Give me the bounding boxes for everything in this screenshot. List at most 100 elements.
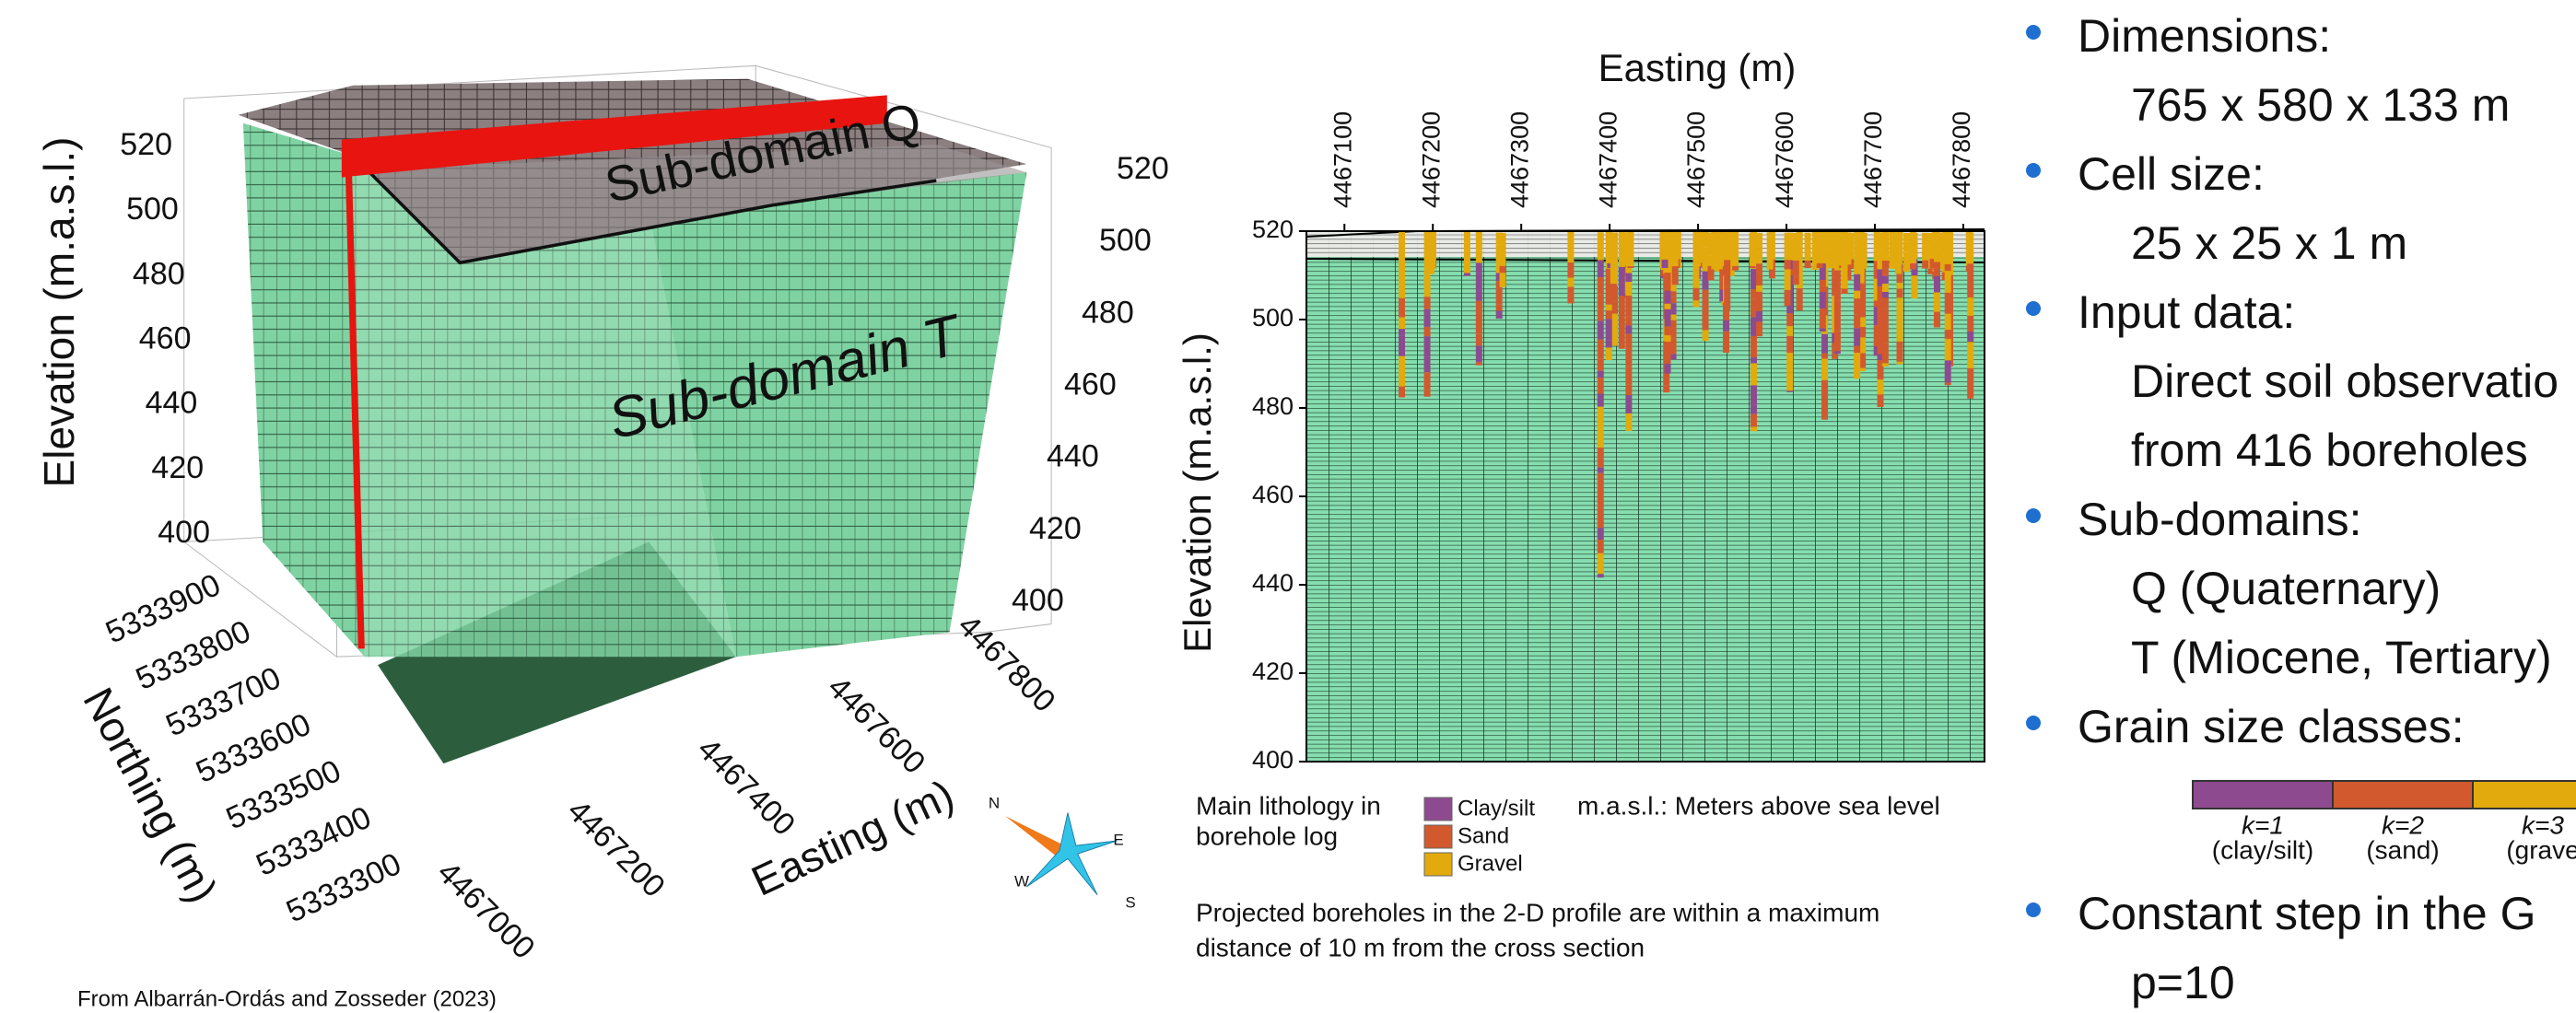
borehole-texture [1785, 244, 1791, 251]
borehole-texture [1854, 231, 1860, 244]
note: Projected boreholes in the 2-D profile a… [1196, 898, 1879, 926]
borehole-texture [1723, 352, 1729, 353]
borehole-texture [1598, 393, 1604, 406]
borehole-texture [1756, 263, 1762, 273]
borehole-texture [1751, 269, 1757, 289]
bullet-dot [2026, 902, 2041, 917]
borehole-texture [1832, 355, 1838, 359]
borehole-texture [1934, 232, 1940, 243]
borehole-texture [1828, 264, 1834, 268]
borehole-texture [1476, 334, 1482, 346]
borehole-texture [1751, 336, 1757, 357]
y-axis-title: Elevation (m.a.s.l.) [1176, 332, 1219, 653]
borehole-texture [1854, 366, 1860, 378]
x-axis-title: Easting (m) [1598, 46, 1797, 89]
borehole-texture [1500, 233, 1506, 255]
borehole-texture [1627, 242, 1633, 248]
tick-label: 520 [120, 127, 172, 162]
borehole-texture [1703, 265, 1709, 271]
borehole-texture [1854, 346, 1860, 354]
borehole-texture [1945, 251, 1951, 264]
borehole-texture [1820, 285, 1826, 292]
borehole-texture [1854, 298, 1860, 314]
borehole-texture [1805, 233, 1811, 243]
borehole-texture [1967, 332, 1973, 342]
borehole-texture [1821, 334, 1828, 354]
borehole-texture [1820, 280, 1826, 285]
borehole-texture [1732, 232, 1739, 249]
borehole-texture [1665, 309, 1671, 327]
borehole-texture [1703, 248, 1709, 266]
borehole-texture [1598, 458, 1604, 467]
borehole-texture [1751, 364, 1757, 379]
borehole-texture [1841, 232, 1847, 239]
borehole-texture [1476, 345, 1482, 362]
borehole-texture [1756, 321, 1762, 332]
y-tick-label: 520 [1252, 215, 1294, 243]
borehole-texture [1903, 251, 1910, 272]
borehole-texture [1662, 232, 1669, 249]
borehole-texture [1767, 232, 1774, 239]
borehole-texture [1882, 246, 1889, 261]
borehole-texture [1896, 297, 1903, 304]
borehole-texture [1625, 420, 1632, 431]
borehole-texture [1854, 314, 1860, 328]
borehole-texture [1786, 313, 1793, 326]
borehole-texture [1428, 232, 1434, 253]
legend-title: borehole log [1196, 821, 1338, 850]
borehole-texture [1399, 387, 1405, 398]
borehole-texture [1606, 310, 1612, 319]
borehole-texture [1882, 261, 1889, 276]
borehole-texture [1882, 276, 1889, 284]
borehole-texture [1895, 250, 1902, 268]
borehole-texture [1903, 233, 1910, 242]
x-tick-label: 4467100 [1329, 111, 1356, 208]
borehole-texture [1399, 232, 1405, 241]
borehole-texture [1805, 253, 1811, 261]
borehole-texture [1399, 273, 1405, 284]
borehole-texture [1665, 304, 1671, 309]
borehole-texture [1910, 250, 1916, 263]
borehole-texture [1625, 273, 1632, 282]
borehole-texture [1665, 327, 1671, 336]
borehole-texture [1841, 272, 1847, 288]
borehole-texture [1672, 278, 1679, 285]
borehole-texture [1567, 253, 1574, 262]
borehole-texture [1911, 275, 1917, 288]
borehole-texture [1625, 325, 1632, 333]
borehole-texture [1567, 238, 1574, 253]
cross-section: Easting (m) Elevation (m.a.s.l.) m.a.s.l… [1176, 46, 1985, 961]
borehole-texture [1665, 291, 1671, 304]
borehole-texture [1598, 491, 1604, 507]
slide: Elevation (m.a.s.l.) Northing (m) Eastin… [0, 0, 2576, 1013]
bullet-dot [2026, 25, 2041, 40]
borehole-texture [1751, 385, 1757, 404]
borehole-texture [1567, 278, 1574, 287]
tick-label: 500 [1099, 223, 1152, 258]
note: distance of 10 m from the cross section [1196, 933, 1645, 961]
bullet-dot [2026, 716, 2041, 730]
borehole-texture [1756, 332, 1762, 336]
borehole-texture [1882, 292, 1889, 297]
borehole-texture [1703, 330, 1709, 341]
class-swatch [2193, 781, 2333, 809]
borehole-texture [1797, 305, 1803, 310]
borehole-texture [1606, 347, 1612, 360]
borehole-texture [1934, 262, 1940, 276]
y-tick-label: 460 [1252, 481, 1294, 508]
borehole-texture [1732, 266, 1739, 271]
legend-label: Gravel [1458, 851, 1523, 876]
borehole-texture [1934, 312, 1940, 328]
borehole-texture [1693, 263, 1700, 270]
borehole-texture [1793, 261, 1799, 277]
x-tick-label: 4467600 [1771, 111, 1798, 208]
borehole-texture [1945, 360, 1951, 368]
borehole-texture [1625, 349, 1632, 367]
borehole-texture [1896, 362, 1903, 365]
borehole-texture [1724, 239, 1730, 260]
borehole-texture [1945, 264, 1951, 271]
borehole-texture [1750, 233, 1756, 240]
y-tick-label: 420 [1252, 658, 1294, 685]
borehole-texture [1756, 292, 1762, 311]
bullet-list: Dimensions:765 x 580 x 133 mCell size:25… [2026, 10, 2576, 1008]
